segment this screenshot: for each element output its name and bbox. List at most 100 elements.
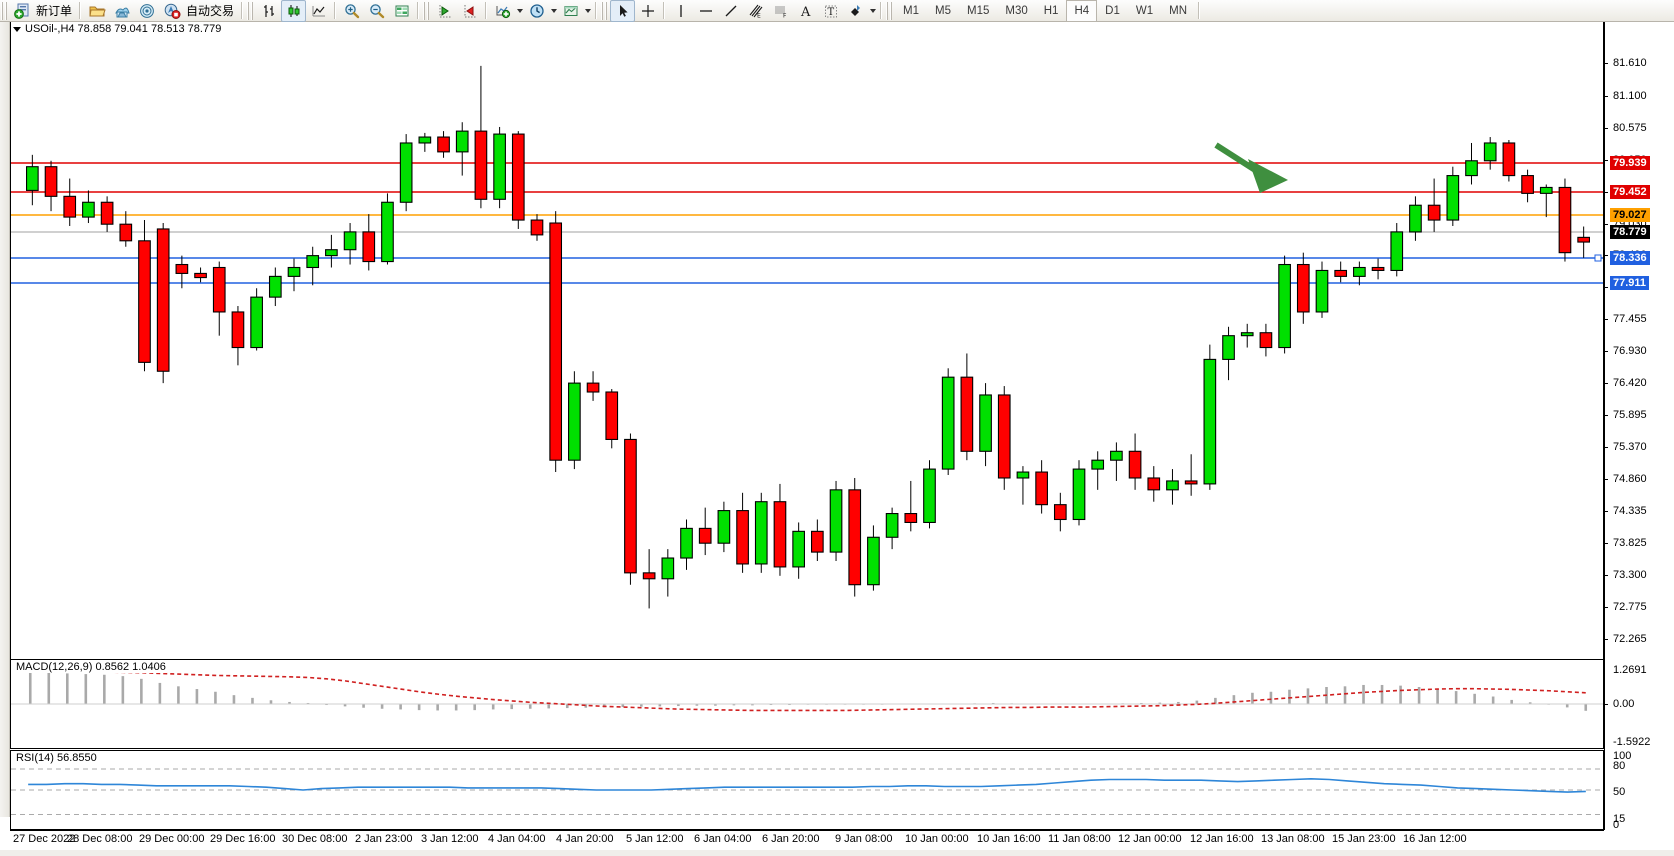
candle-body [343,231,357,251]
shapes-button[interactable] [843,0,868,22]
auto-scroll-button[interactable] [432,0,457,22]
candle-body [362,231,376,263]
periods-icon [529,3,544,18]
price-level-tag[interactable]: 79.939 [1610,156,1650,170]
price-tick [1604,351,1608,352]
candle-body [642,572,656,580]
timeframe-m30-button[interactable]: M30 [1005,4,1028,17]
chart-shift-button[interactable] [457,0,482,22]
time-axis[interactable]: 27 Dec 2022 28 Dec 08:00 29 Dec 00:00 29 De… [10,830,1604,851]
periods-button[interactable] [524,0,549,22]
zoom-out-button[interactable] [364,0,389,22]
candle [979,383,992,467]
templates-dropdown-arrow[interactable] [583,2,592,20]
candle [904,480,918,532]
periods-dropdown-arrow[interactable] [549,2,558,20]
toolbar-grip-4[interactable] [601,1,609,20]
data-window-button[interactable] [389,0,414,22]
navigator-icon [164,3,181,19]
candle-body [1278,263,1291,349]
macd-panel[interactable]: MACD(12,26,9) 0.8562 1.0406 [10,659,1604,749]
chart-menu-triangle-icon[interactable] [13,26,21,32]
price-level-tag[interactable]: 79.452 [1610,185,1650,199]
candle-body [250,296,263,349]
price-level-tag[interactable]: 78.779 [1610,225,1650,239]
autotrade-button[interactable]: 自动交易 [159,0,238,22]
candle-body [736,510,749,565]
candle-body [1315,269,1329,313]
profiles-button[interactable] [109,0,134,22]
timeframe-h4-button[interactable]: H4 [1066,0,1098,22]
price-level-tag[interactable]: 77.911 [1610,276,1650,290]
horizontal-line-button[interactable] [693,0,718,22]
svg-text:E: E [757,12,761,19]
candle [792,522,805,579]
new-order-button[interactable]: 新订单 [10,0,76,22]
toolbar-grip-5[interactable] [886,1,894,20]
candle [1539,184,1553,218]
timeframe-mn-button[interactable]: MN [1169,4,1187,17]
candlestick-chart-button[interactable] [281,0,307,22]
price-axis-line [1604,22,1605,830]
price-panel[interactable] [10,22,1604,659]
symbol-info-bar[interactable]: USOil-,H4 78.858 79.041 78.513 78.779 [10,23,221,35]
toolbar-separator-7 [663,2,666,19]
price-tick [1604,447,1608,448]
price-level-tag[interactable]: 78.336 [1610,251,1650,265]
shapes-dropdown-arrow[interactable] [868,2,877,20]
arrow-head [1248,159,1288,193]
candle [1240,323,1254,348]
timeframe-d1-button[interactable]: D1 [1105,4,1120,17]
candle [773,483,787,576]
zoom-in-button[interactable] [339,0,364,22]
price-axis[interactable]: 81.61081.10080.57580.05079.54879.03078.4… [1604,22,1674,831]
candle [287,258,301,292]
price-tick-label: 75.370 [1613,441,1647,453]
timeframe-m15-button[interactable]: M15 [967,4,990,17]
timeframe-w1-button[interactable]: W1 [1135,4,1154,17]
candle-body [1390,231,1404,272]
candle [1390,223,1404,277]
market-watch-button[interactable] [134,0,159,22]
equidistant-channel-button[interactable]: E [743,0,768,22]
candle-body [1427,204,1441,221]
chart-scrollbar[interactable] [0,22,10,817]
timeframe-m5-button[interactable]: M5 [935,4,951,17]
line-chart-button[interactable] [306,0,331,22]
trendline-button[interactable] [718,0,743,22]
timeframe-m1-button[interactable]: M1 [903,4,920,17]
templates-button[interactable] [558,0,583,22]
cursor-icon [619,4,628,17]
indicators-dropdown-arrow[interactable] [515,2,524,20]
candle-body [605,391,619,440]
toolbar-grip[interactable] [1,1,8,20]
rsi-panel[interactable]: RSI(14) 56.8550 [10,750,1604,830]
candle [1091,451,1105,490]
candle-body [418,136,432,144]
folder-button[interactable] [84,0,109,22]
timeframe-h1-button[interactable]: H1 [1043,4,1059,17]
price-tick [1604,575,1608,576]
price-level-tag[interactable]: 79.027 [1610,208,1650,222]
cursor-button[interactable] [610,0,636,22]
text-label-button[interactable]: T [818,0,843,22]
candle [1483,137,1497,170]
price-tick-label: 74.335 [1613,505,1647,517]
indicators-button[interactable] [490,0,515,22]
text-button[interactable]: A [793,0,818,22]
time-tick-label: 16 Jan 12:00 [1403,833,1467,845]
toolbar-grip-2[interactable] [247,1,255,20]
candle-body [1353,266,1366,277]
candle-body [63,195,77,218]
candle [1296,252,1310,324]
down-arrow-annotation[interactable] [1214,142,1288,193]
bar-chart-button[interactable] [256,0,281,22]
vertical-line-button[interactable] [668,0,693,22]
fibonacci-button[interactable]: F [768,0,793,22]
candle-body [511,133,525,221]
symbol-ohlc-text: USOil-,H4 78.858 79.041 78.513 78.779 [25,23,222,35]
candle-body [138,240,151,363]
macd-tick [1604,704,1608,705]
crosshair-button[interactable] [635,0,660,22]
toolbar-grip-3[interactable] [423,1,431,20]
